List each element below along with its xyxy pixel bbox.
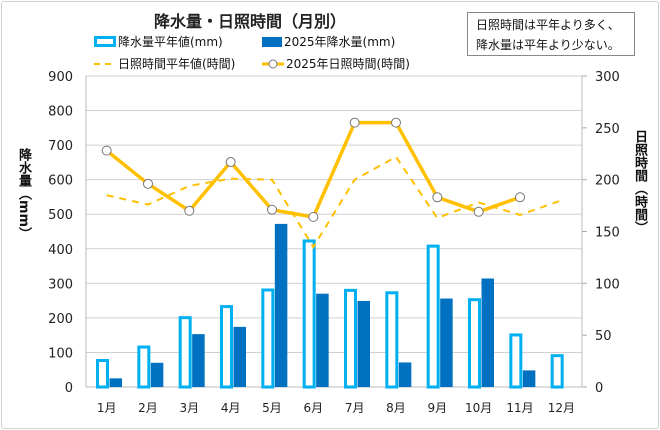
x-tick-label: 11月 [506, 401, 533, 415]
bar-normal-precip [550, 354, 564, 389]
y-left-tick-label: 600 [48, 174, 73, 189]
y-right-tick-label: 100 [595, 277, 620, 292]
y-left-tick-label: 800 [48, 105, 73, 120]
bar-normal-precip [509, 333, 523, 389]
marker-2025-sunshine [267, 204, 277, 215]
marker-2025-sunshine [225, 157, 236, 168]
legend-label: 降水量平年値(mm) [118, 35, 223, 49]
annotation-box: 日照時間は平年より多く、 降水量は平年より少ない。 [467, 12, 635, 56]
x-tick-label: 1月 [97, 401, 117, 415]
marker-2025-sunshine [349, 117, 360, 128]
y-left-tick-label: 900 [48, 70, 73, 85]
marker-2025-sunshine [515, 192, 525, 203]
marker-2025-sunshine [473, 206, 484, 217]
marker-2025-sunshine [101, 145, 112, 156]
line-2025-sunshine [105, 120, 521, 219]
bar-normal-precip [220, 305, 233, 389]
x-tick-label: 2月 [138, 401, 158, 415]
y-left-tick-label: 0 [65, 381, 73, 396]
bar-normal-precip [137, 345, 151, 389]
bar-2025-precip [357, 300, 370, 387]
y-right-tick-label: 300 [595, 70, 620, 85]
line-normal-sunshine [106, 155, 562, 249]
annotation-line-1: 日照時間は平年より多く、 [476, 18, 620, 32]
bar-normal-precip [385, 291, 399, 389]
bar-normal-precip [178, 316, 192, 389]
bar-2025-precip [150, 362, 164, 387]
marker-2025-sunshine [184, 205, 195, 216]
bar-2025-precip [481, 278, 494, 387]
legend-swatch-dashed-line [94, 62, 116, 65]
bar-normal-precip [344, 288, 357, 389]
y-right-tick-label: 200 [595, 174, 620, 189]
bar-2025-precip [440, 298, 453, 387]
legend-2025-sunshine: 2025年日照時間(時間) [262, 55, 410, 72]
marker-2025-sunshine [308, 211, 319, 222]
y-left-tick-label: 500 [48, 208, 73, 223]
marker-2025-sunshine [391, 117, 401, 128]
bar-2025-precip [192, 334, 205, 387]
legend-swatch-marker-line [262, 59, 284, 68]
y-right-tick-label: 0 [595, 381, 603, 396]
x-tick-label: 5月 [262, 401, 282, 415]
x-tick-label: 12月 [548, 401, 575, 415]
x-tick-label: 10月 [465, 401, 492, 415]
y-right-tick-label: 50 [595, 329, 612, 344]
y-axis-right-title: 日照時間（時間） [632, 130, 647, 234]
marker-2025-sunshine [143, 178, 153, 189]
y-right-tick-label: 150 [595, 226, 620, 241]
legend-swatch-outline-bar [94, 36, 116, 47]
x-tick-label: 6月 [304, 401, 324, 415]
chart-title: 降水量・日照時間（月別） [153, 12, 346, 31]
bar-normal-precip [468, 298, 481, 389]
legend-label: 2025年降水量(mm) [284, 35, 396, 49]
bar-2025-precip [522, 370, 536, 387]
bar-2025-precip [109, 378, 122, 387]
bar-normal-precip [426, 244, 440, 389]
bar-2025-precip [316, 293, 329, 387]
bar-normal-precip [302, 239, 316, 389]
bar-2025-precip [398, 362, 412, 387]
y-left-tick-label: 400 [48, 243, 73, 258]
bar-normal-precip [96, 359, 109, 389]
y-left-tick-label: 300 [48, 277, 73, 292]
legend-label: 2025年日照時間(時間) [286, 57, 410, 71]
marker-2025-sunshine [432, 192, 443, 203]
y-left-tick-label: 700 [48, 139, 73, 154]
bar-2025-precip [274, 223, 288, 387]
legend-label: 日照時間平年値(時間) [118, 57, 236, 71]
x-tick-label: 7月 [345, 401, 365, 415]
bar-normal-precip [261, 288, 275, 389]
legend-normal-precip: 降水量平年値(mm) [94, 33, 223, 50]
x-tick-label: 8月 [386, 401, 406, 415]
y-right-tick-label: 250 [595, 122, 620, 137]
x-tick-label: 9月 [428, 401, 448, 415]
y-left-tick-label: 100 [48, 346, 73, 361]
legend-swatch-filled-bar [262, 36, 282, 47]
annotation-line-2: 降水量は平年より少ない。 [476, 38, 620, 52]
y-axis-left-title: 降水量（mm） [16, 148, 31, 241]
bar-2025-precip [233, 326, 246, 387]
y-left-tick-label: 200 [48, 312, 73, 327]
legend-normal-sunshine: 日照時間平年値(時間) [94, 55, 235, 72]
legend-2025-precip: 2025年降水量(mm) [262, 33, 395, 50]
x-tick-label: 3月 [180, 401, 200, 415]
x-tick-label: 4月 [221, 401, 241, 415]
